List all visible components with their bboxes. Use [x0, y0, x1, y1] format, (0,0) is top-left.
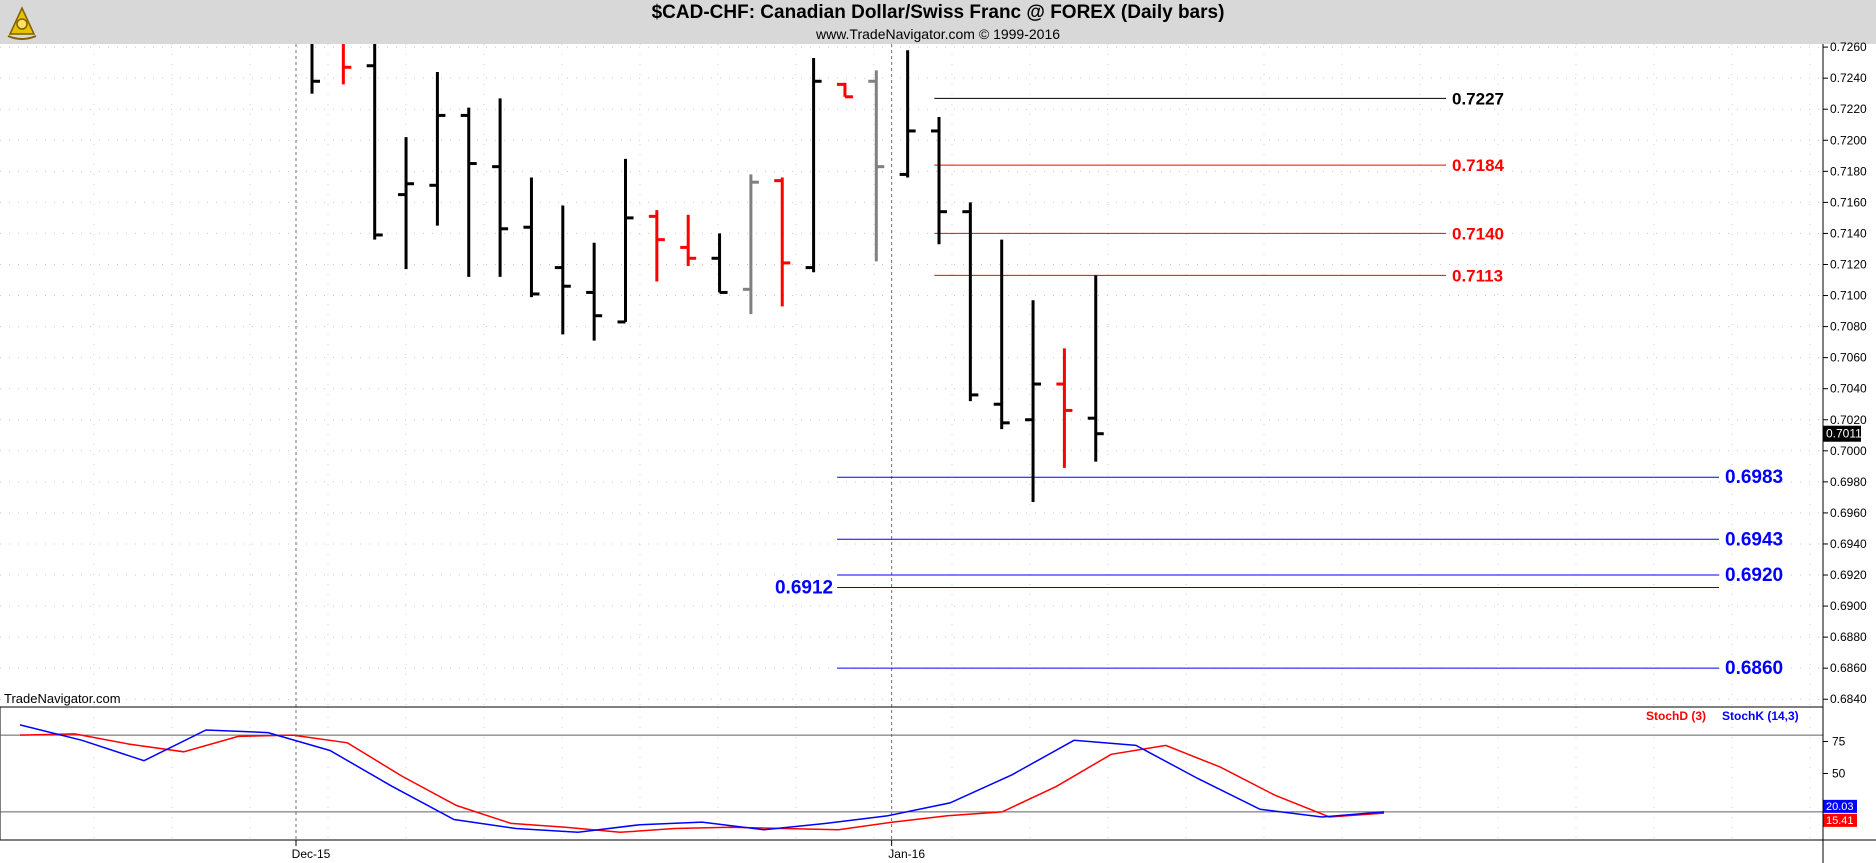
level-label: 0.6983 [1725, 467, 1783, 488]
level-label: 0.6920 [1725, 565, 1783, 586]
level-label: 0.7227 [1452, 89, 1504, 108]
watermark: TradeNavigator.com [4, 691, 121, 706]
stoch-k-line [19, 724, 1385, 834]
ohlc-bar [460, 107, 477, 277]
price-tick-label: 0.7040 [1830, 382, 1867, 396]
price-tick-label: 0.7000 [1830, 444, 1867, 458]
ohlc-bar [398, 137, 415, 270]
ohlc-bar [1087, 275, 1104, 462]
chart-frame [0, 44, 1876, 863]
price-tick-label: 0.6920 [1830, 568, 1867, 582]
level-label: 0.6912 [775, 577, 833, 598]
readout-badge [1823, 799, 1857, 813]
ohlc-bar [586, 242, 603, 341]
price-tick-label: 0.6940 [1830, 537, 1867, 551]
ohlc-bar [523, 177, 540, 298]
ohlc-bar [931, 116, 947, 245]
level-label: 0.7184 [1452, 156, 1505, 175]
legend-entry: StochK (14,3) [1722, 709, 1799, 723]
ohlc-bar [492, 98, 509, 277]
ohlc-bars [310, 44, 1104, 503]
ohlc-bar [774, 177, 791, 307]
ohlc-bar [742, 174, 759, 315]
ohlc-bar [868, 70, 885, 262]
ohlc-bar [366, 44, 383, 240]
price-tick-label: 0.7020 [1830, 413, 1867, 427]
price-tick-label: 0.7080 [1830, 320, 1867, 334]
readout-badge [1823, 813, 1857, 827]
price-tick-label: 0.7240 [1830, 71, 1867, 85]
osc-tick-label: 50 [1832, 767, 1846, 781]
ohlc-bar [836, 82, 853, 99]
price-tick-label: 0.6840 [1830, 692, 1867, 706]
level-label: 0.6860 [1725, 658, 1783, 679]
price-axis: 0.7260 0.7240 0.7220 0.7200 0.7180 0.7160 0.71… [292, 40, 1867, 861]
price-tick-label: 0.7140 [1830, 226, 1867, 240]
chart-title: $CAD-CHF: Canadian Dollar/Swiss Franc @ … [651, 2, 1225, 23]
chart-subtitle: www.TradeNavigator.com © 1999-2016 [815, 26, 1061, 42]
price-tick-label: 0.6980 [1830, 475, 1867, 489]
level-label: 0.7140 [1452, 224, 1504, 243]
price-tick-label: 0.7100 [1830, 289, 1867, 303]
readout-label: 20.03 [1826, 801, 1854, 813]
ohlc-bar [711, 233, 728, 294]
price-tick-label: 0.7200 [1830, 133, 1867, 147]
ohlc-bar [648, 210, 665, 282]
ohlc-bar [1056, 348, 1073, 468]
ohlc-bar [310, 44, 320, 94]
price-tick-label: 0.7120 [1830, 257, 1867, 271]
last-price-label: 0.7011 [1826, 427, 1862, 441]
price-tick-label: 0.6880 [1830, 630, 1867, 644]
last-price-badge [1823, 425, 1861, 442]
readout-label: 15.41 [1826, 815, 1854, 827]
level-label: 0.7113 [1452, 266, 1503, 285]
price-grid [0, 44, 1823, 840]
ohlc-bar [899, 50, 916, 178]
ohlc-bar [554, 205, 571, 335]
ohlc-bar [962, 202, 979, 402]
price-levels: 0.7227 0.7184 0.7140 0.7113 0.6983 0.6943 0.69… [775, 89, 1783, 679]
price-tick-label: 0.7160 [1830, 195, 1867, 209]
level-label: 0.6943 [1725, 529, 1783, 550]
chart-header: $CAD-CHF: Canadian Dollar/Swiss Franc @ … [0, 0, 1876, 44]
ohlc-bar [993, 239, 1010, 430]
stoch-d-line [19, 733, 1385, 834]
price-tick-label: 0.6860 [1830, 661, 1867, 675]
price-tick-label: 0.7260 [1830, 40, 1867, 54]
osc-tick-label: 75 [1832, 735, 1846, 749]
price-tick-label: 0.7060 [1830, 351, 1867, 365]
ohlc-bar [680, 214, 697, 267]
ohlc-bar [805, 57, 822, 273]
date-label: Jan-16 [888, 847, 925, 861]
ohlc-bar [617, 158, 634, 324]
sextant-logo-icon [7, 6, 37, 40]
ohlc-bar [341, 44, 352, 85]
price-tick-label: 0.7180 [1830, 164, 1867, 178]
legend-entry: StochD (3) [1646, 709, 1706, 723]
ohlc-bar [1025, 300, 1042, 503]
ohlc-bar [429, 71, 446, 226]
price-tick-label: 0.6900 [1830, 599, 1867, 613]
price-tick-label: 0.6960 [1830, 506, 1867, 520]
price-tick-label: 0.7220 [1830, 102, 1867, 116]
date-label: Dec-15 [292, 847, 331, 861]
